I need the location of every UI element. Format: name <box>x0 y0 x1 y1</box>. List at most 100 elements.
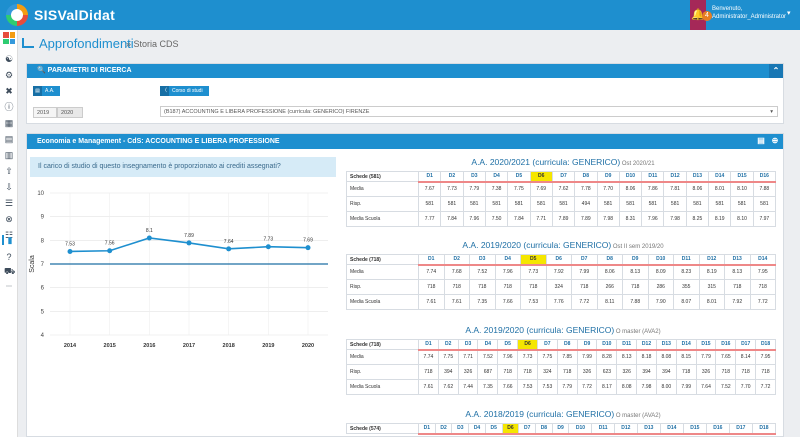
column-header[interactable]: D12 <box>698 254 725 266</box>
column-header[interactable]: D2 <box>440 171 464 183</box>
column-header[interactable]: D9 <box>622 254 649 266</box>
help-icon[interactable]: ? <box>6 252 12 262</box>
pdf-icon[interactable]: ▤ <box>757 136 765 145</box>
breadcrumb[interactable]: » Storia CDS <box>126 39 179 49</box>
tools-icon[interactable]: ✖ <box>5 86 13 96</box>
book-icon[interactable]: ▤ <box>4 134 14 144</box>
column-header[interactable]: D6 <box>501 423 520 435</box>
column-header[interactable]: D2 <box>437 339 459 351</box>
column-header[interactable]: D1 <box>418 339 439 351</box>
course-select[interactable]: (B187) ACCOUNTING E LIBERA PROFESSIONE (… <box>160 106 778 117</box>
column-header[interactable]: D7 <box>551 171 576 183</box>
column-header[interactable]: D7 <box>571 254 598 266</box>
column-header[interactable]: D17 <box>728 423 753 435</box>
download-icon[interactable]: ⇩ <box>5 182 13 192</box>
bell-icon[interactable]: 🔔 <box>690 0 706 30</box>
collapse-icon[interactable]: ⌃ <box>769 64 783 78</box>
column-header[interactable]: D11 <box>591 423 615 435</box>
column-header[interactable]: D12 <box>636 339 657 351</box>
table-row: Risp. 581 581 581 581 581 581 581 494 581 581 581 58… <box>346 196 777 212</box>
building-icon[interactable]: ▦ <box>4 118 14 128</box>
column-header[interactable]: D7 <box>536 339 558 351</box>
column-header[interactable]: D12 <box>663 171 687 183</box>
column-header[interactable]: D5 <box>520 254 547 266</box>
column-header[interactable]: D6 <box>517 339 538 351</box>
aa-to-select[interactable]: 2020 <box>57 107 83 118</box>
data-label: 7.69 <box>303 238 313 244</box>
truck-icon[interactable]: ⛟ <box>4 266 16 276</box>
more-icon[interactable]: ⋯ <box>6 284 12 290</box>
app-logo[interactable] <box>6 4 28 26</box>
column-header[interactable]: D17 <box>735 339 757 351</box>
column-header[interactable]: D16 <box>752 171 777 183</box>
app-brand[interactable]: SISValDidat <box>34 7 116 23</box>
column-header[interactable]: D8 <box>574 171 598 183</box>
column-header[interactable]: D13 <box>685 171 710 183</box>
column-header[interactable]: D15 <box>730 171 754 183</box>
sitemap-icon[interactable]: ☯ <box>4 54 14 64</box>
table-cell: 8.08 <box>616 379 638 395</box>
column-header[interactable]: D13 <box>724 254 751 266</box>
column-header[interactable]: D11 <box>673 254 700 266</box>
column-header[interactable]: D15 <box>695 339 717 351</box>
column-header[interactable]: D7 <box>518 423 537 435</box>
column-header[interactable]: D16 <box>715 339 737 351</box>
column-header[interactable]: D11 <box>616 339 638 351</box>
column-header[interactable]: D6 <box>545 254 572 266</box>
column-header[interactable]: D6 <box>529 171 553 183</box>
column-header[interactable]: D10 <box>596 339 618 351</box>
column-header[interactable]: D9 <box>551 423 570 435</box>
aa-from-select[interactable]: 2019 <box>33 107 57 118</box>
download-icon[interactable]: ⊕ <box>771 136 779 145</box>
chart-icon[interactable]: ▮ <box>2 235 16 245</box>
table-cell: 7.88 <box>622 294 649 310</box>
gear-icon[interactable]: ⚙ <box>4 70 14 80</box>
database-icon[interactable]: ☰ <box>4 198 14 208</box>
column-header[interactable]: D8 <box>535 423 553 435</box>
column-header[interactable]: D10 <box>618 171 643 183</box>
column-header[interactable]: D3 <box>457 339 479 351</box>
info-icon[interactable]: ⓘ <box>4 102 14 112</box>
column-header[interactable]: D4 <box>484 171 509 183</box>
column-header[interactable]: D3 <box>451 423 470 435</box>
column-header[interactable]: D11 <box>641 171 665 183</box>
column-header[interactable]: D1 <box>418 423 436 435</box>
apps-grid-icon[interactable] <box>3 32 15 44</box>
breadcrumb-item[interactable]: Storia CDS <box>133 39 179 49</box>
column-header[interactable]: D12 <box>613 423 638 435</box>
column-header[interactable]: D4 <box>468 423 486 435</box>
column-header[interactable]: D16 <box>705 423 730 435</box>
column-header[interactable]: D18 <box>755 339 776 351</box>
column-header[interactable]: D14 <box>708 171 732 183</box>
column-header[interactable]: D13 <box>636 423 661 435</box>
list-icon[interactable]: ☷ <box>4 230 14 240</box>
close-circle-icon[interactable]: ⊗ <box>5 214 13 224</box>
column-header[interactable]: D9 <box>596 171 620 183</box>
column-header[interactable]: D10 <box>568 423 593 435</box>
column-header[interactable]: D1 <box>417 171 442 183</box>
document-icon[interactable]: ▥ <box>4 150 14 160</box>
column-header[interactable]: D5 <box>507 171 531 183</box>
column-header[interactable]: D9 <box>576 339 598 351</box>
column-header[interactable]: D14 <box>659 423 684 435</box>
column-header[interactable]: D4 <box>494 254 521 266</box>
column-header[interactable]: D2 <box>443 254 470 266</box>
column-header[interactable]: D3 <box>462 171 486 183</box>
column-header[interactable]: D14 <box>749 254 776 266</box>
column-header[interactable]: D18 <box>751 423 777 435</box>
column-header[interactable]: D1 <box>418 254 445 266</box>
column-header[interactable]: D13 <box>655 339 677 351</box>
column-header[interactable]: D4 <box>477 339 499 351</box>
column-header[interactable]: D5 <box>497 339 519 351</box>
column-header[interactable]: D8 <box>596 254 623 266</box>
chevron-down-icon[interactable]: ▾ <box>787 10 791 17</box>
upload-icon[interactable]: ⇧ <box>5 166 13 176</box>
column-header[interactable]: D2 <box>434 423 453 435</box>
column-header[interactable]: D5 <box>484 423 503 435</box>
column-header[interactable]: D8 <box>556 339 578 351</box>
column-header[interactable]: D15 <box>682 423 707 435</box>
user-menu[interactable]: Benvenuto, Administrator_Administrator <box>712 5 786 21</box>
column-header[interactable]: D14 <box>675 339 697 351</box>
column-header[interactable]: D3 <box>469 254 496 266</box>
column-header[interactable]: D10 <box>647 254 674 266</box>
